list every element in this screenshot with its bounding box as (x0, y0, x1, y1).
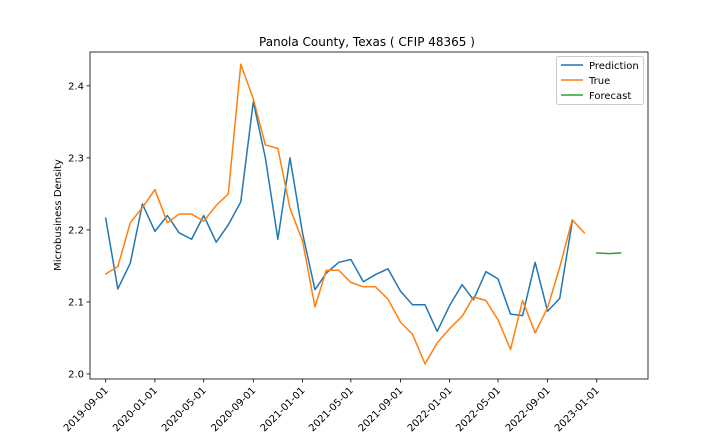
legend-frame (556, 56, 644, 105)
y-tick-label: 2.3 (68, 153, 84, 164)
chart-title: Panola County, Texas ( CFIP 48365 ) (259, 35, 475, 49)
series-line-prediction (104, 100, 574, 333)
y-tick-label: 2.1 (68, 297, 84, 308)
series-line-true (104, 63, 586, 365)
y-axis-ticks: 2.0 2.1 2.2 2.3 2.4 (68, 81, 90, 380)
legend-label-forecast: Forecast (589, 91, 631, 102)
series-layer (104, 63, 622, 365)
y-tick-label: 2.0 (68, 369, 84, 380)
legend: Prediction True Forecast (556, 56, 644, 105)
y-tick-label: 2.4 (68, 81, 84, 92)
legend-label-prediction: Prediction (589, 61, 639, 72)
legend-label-true: True (588, 76, 610, 87)
y-tick-label: 2.2 (68, 225, 84, 236)
series-line-forecast (596, 252, 622, 255)
plot-area-frame (89, 51, 649, 380)
y-axis-label: Microbusiness Density (53, 159, 64, 271)
